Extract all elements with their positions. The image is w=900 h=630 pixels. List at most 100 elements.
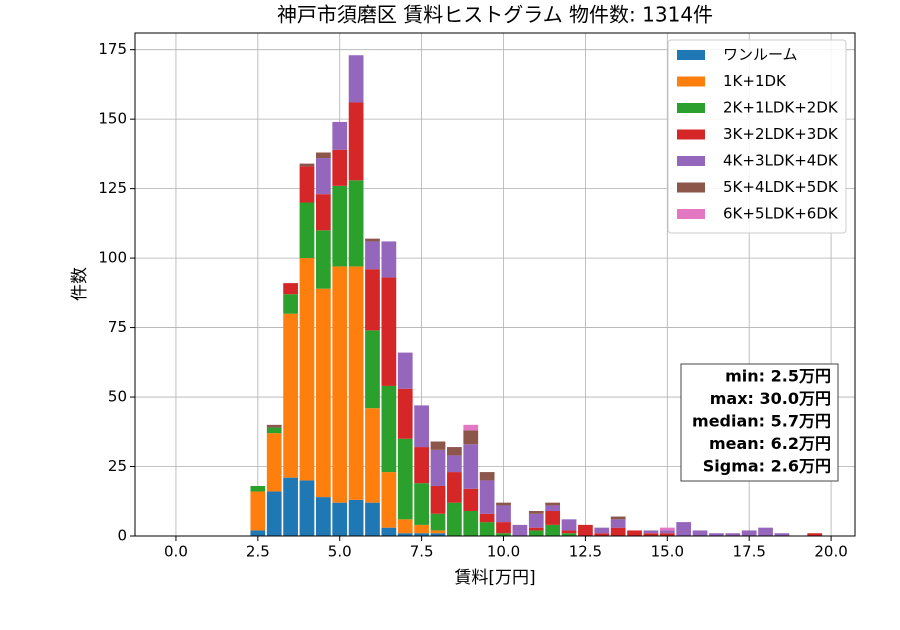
stats-text: Sigma: 2.6万円	[703, 457, 831, 476]
bar	[447, 472, 462, 503]
bar	[463, 510, 479, 536]
bar	[807, 533, 823, 536]
y-tick-label: 100	[98, 249, 127, 267]
bar	[610, 519, 626, 528]
bar	[479, 472, 495, 481]
stats-text: min: 2.5万円	[725, 367, 831, 386]
bar	[594, 533, 610, 536]
bar	[397, 438, 413, 520]
bar	[397, 352, 413, 389]
bar	[430, 485, 446, 514]
bar	[594, 527, 610, 534]
bar	[299, 258, 315, 481]
bar	[545, 502, 561, 506]
legend-swatch	[677, 129, 705, 140]
bar	[348, 102, 364, 181]
bar	[266, 424, 282, 428]
x-tick-label: 2.5	[246, 543, 270, 561]
plot-frame	[134, 32, 856, 537]
bar	[381, 527, 397, 536]
bar	[283, 294, 298, 314]
bar	[430, 513, 446, 531]
bar	[414, 533, 429, 536]
bar	[299, 163, 315, 167]
legend-label: 6K+5LDK+6DK	[723, 205, 839, 223]
y-tick-label: 125	[98, 179, 127, 197]
bar	[578, 524, 593, 536]
bar	[397, 388, 413, 439]
bar	[348, 55, 364, 103]
bar	[643, 530, 659, 534]
bar	[332, 266, 348, 503]
bar	[545, 524, 561, 536]
bar	[479, 522, 495, 536]
bar	[447, 455, 462, 473]
bar	[299, 202, 315, 259]
bar	[659, 530, 675, 534]
x-tick-label: 15.0	[651, 543, 684, 561]
bar	[709, 533, 724, 536]
y-tick-label: 175	[98, 40, 127, 58]
bar	[479, 480, 495, 514]
bar	[250, 530, 266, 536]
legend-label: 2K+1LDK+2DK	[723, 99, 839, 117]
bar	[496, 522, 511, 534]
bar	[561, 519, 577, 531]
bar	[528, 510, 544, 514]
bar	[332, 149, 348, 186]
bar	[610, 527, 626, 536]
bar	[315, 497, 331, 536]
legend-swatch	[677, 103, 705, 113]
bar	[447, 502, 462, 536]
bar	[397, 519, 413, 534]
bar	[299, 480, 315, 536]
stats-box	[680, 363, 839, 482]
bar	[348, 180, 364, 267]
bar	[283, 477, 298, 536]
bar	[397, 533, 413, 536]
bar	[266, 427, 282, 434]
bar	[381, 385, 397, 473]
bar	[414, 524, 429, 534]
bar	[315, 158, 331, 195]
stats-text: mean: 6.2万円	[709, 434, 831, 453]
bar	[463, 430, 479, 445]
bar	[545, 510, 561, 525]
bar	[250, 491, 266, 531]
legend: ワンルーム 1K+1DK 2K+1LDK+2DK 3K+2LDK+3DK 4K+3LDK…	[667, 39, 847, 234]
bar	[315, 288, 331, 498]
bar	[283, 283, 298, 295]
bar	[659, 527, 675, 531]
bar	[315, 230, 331, 289]
stats-text: max: 30.0万円	[710, 389, 831, 408]
x-tick-label: 7.5	[410, 543, 434, 561]
bar	[348, 499, 364, 536]
x-tick-label: 5.0	[328, 543, 352, 561]
bar	[430, 449, 446, 486]
bar	[774, 533, 790, 536]
bar	[365, 408, 380, 503]
x-tick-label: 17.5	[732, 543, 765, 561]
bar	[676, 522, 692, 536]
legend-swatch	[677, 50, 705, 60]
bar	[414, 483, 429, 525]
bar	[381, 277, 397, 386]
bar	[512, 524, 528, 536]
bar	[250, 485, 266, 492]
legend-swatch	[677, 182, 705, 193]
legend-label: 1K+1DK	[723, 72, 787, 90]
bar	[692, 530, 708, 536]
bar	[414, 405, 429, 448]
legend-label: 4K+3LDK+4DK	[723, 152, 839, 170]
legend-swatch	[677, 156, 705, 166]
bar	[725, 533, 741, 536]
bar	[299, 166, 315, 203]
bar	[561, 530, 577, 534]
x-tick-label: 0.0	[164, 543, 188, 561]
bar	[266, 491, 282, 536]
legend-swatch	[677, 209, 705, 219]
bar	[447, 447, 462, 456]
y-tick-label: 0	[117, 527, 127, 545]
y-axis-label: 件数	[70, 267, 90, 301]
